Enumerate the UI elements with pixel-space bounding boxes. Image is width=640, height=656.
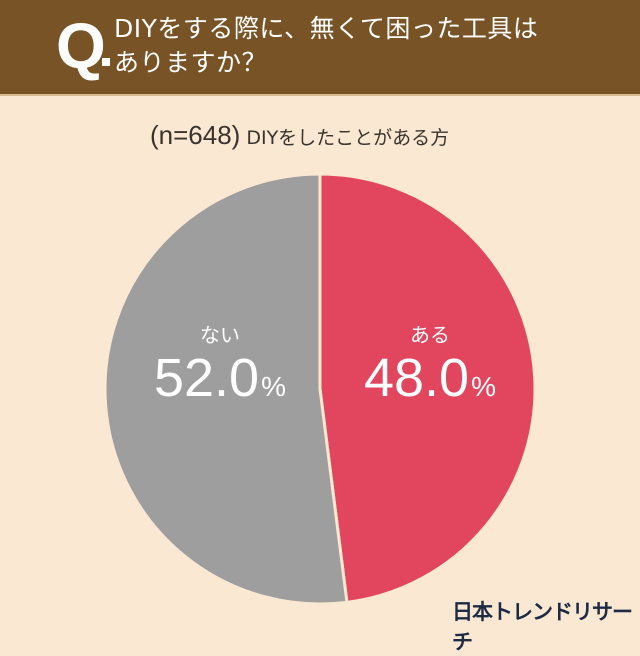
slice-name: ない [200, 323, 240, 347]
slice-unit: % [471, 371, 496, 402]
question-header: Q DIYをする際に、無くて困った工具は ありますか？ [0, 0, 640, 96]
pie-chart [103, 172, 537, 606]
respondent-group: DIYをしたことがある方 [246, 127, 450, 149]
slice-value: 52.0 [153, 348, 260, 408]
slice-label-yes: ある 48.0% [330, 322, 530, 408]
brand-logo: 日本トレンドリサーチ [452, 600, 633, 654]
pie-slice-0 [318, 172, 537, 604]
question-line-2: ありますか？ [114, 48, 268, 77]
sample-size: (n=648) [150, 120, 241, 150]
q-dot [102, 58, 110, 66]
chart-subtitle: (n=648) DIYをしたことがある方 [150, 120, 449, 151]
question-line-1: DIYをする際に、無くて困った工具は [114, 14, 539, 43]
q-mark: Q [56, 10, 106, 82]
pie-slice-1 [103, 172, 349, 606]
slice-label-no: ない 52.0% [120, 322, 320, 408]
slice-unit: % [261, 371, 286, 402]
slice-value: 48.0 [363, 348, 470, 408]
slice-name: ある [410, 323, 450, 347]
